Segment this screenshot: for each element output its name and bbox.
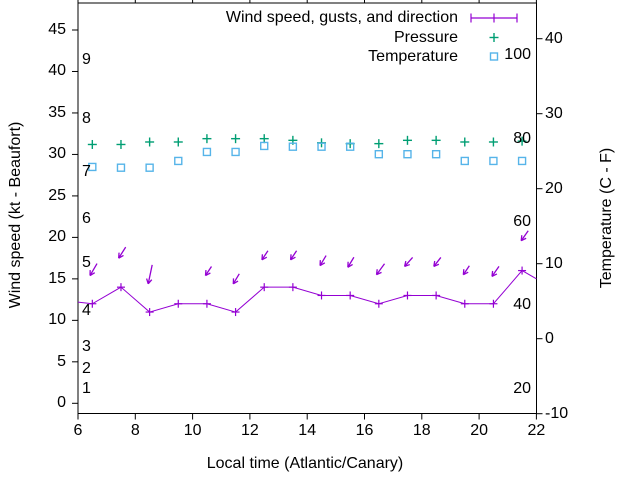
x-tick-label: 10 xyxy=(183,422,202,439)
fahrenheit-scale-label: 100 xyxy=(504,46,531,64)
left-tick-label: 30 xyxy=(48,145,66,163)
fahrenheit-scale-label: 20 xyxy=(513,379,531,397)
x-tick-label: 8 xyxy=(130,422,140,439)
plot-border xyxy=(77,2,537,414)
left-tick-label: 15 xyxy=(48,269,66,287)
left-tick-label: 45 xyxy=(48,20,66,38)
x-tick-label: 14 xyxy=(298,422,317,439)
legend-label-wind: Wind speed, gusts, and direction xyxy=(225,9,458,26)
x-tick-label: 20 xyxy=(470,422,488,439)
left-tick-label: 40 xyxy=(48,62,66,80)
right-tick-label: 40 xyxy=(545,29,563,47)
pressure-series xyxy=(87,134,527,149)
right-tick-label: -10 xyxy=(545,404,569,422)
beaufort-scale-label: 2 xyxy=(82,360,91,378)
left-tick-label: 0 xyxy=(57,394,66,412)
right-axis-title: Temperature (C - F) xyxy=(598,147,615,289)
beaufort-scale-label: 4 xyxy=(82,302,91,320)
beaufort-scale-label: 8 xyxy=(82,109,91,127)
x-tick-label: 6 xyxy=(73,422,83,439)
fahrenheit-scale-label: 60 xyxy=(513,213,531,231)
x-axis-title: Local time (Atlantic/Canary) xyxy=(206,455,404,472)
right-tick-label: 0 xyxy=(545,329,554,347)
legend-label-pressure: Pressure xyxy=(393,28,458,46)
fahrenheit-scale-label: 40 xyxy=(513,296,531,314)
x-tick-label: 22 xyxy=(527,422,546,439)
right-tick-label: 20 xyxy=(545,179,563,197)
wind-direction-arrows xyxy=(89,230,529,285)
fahrenheit-scale-label: 80 xyxy=(513,129,531,147)
left-tick-label: 35 xyxy=(48,103,66,121)
x-tick-label: 12 xyxy=(240,422,259,439)
axis-ticks xyxy=(72,0,543,420)
beaufort-scale-label: 5 xyxy=(82,254,91,272)
beaufort-scale-label: 9 xyxy=(82,50,91,68)
beaufort-scale-label: 1 xyxy=(82,380,91,398)
wind-series xyxy=(77,266,537,317)
beaufort-scale-label: 6 xyxy=(82,210,91,228)
right-tick-label: 10 xyxy=(545,254,563,272)
left-axis-title: Wind speed (kt - Beaufort) xyxy=(7,121,24,309)
beaufort-scale-label: 7 xyxy=(82,162,91,180)
right-tick-label: 30 xyxy=(545,104,563,122)
left-tick-label: 20 xyxy=(48,228,66,246)
x-tick-label: 18 xyxy=(412,422,431,439)
legend-samples xyxy=(470,13,518,61)
legend-label-temperature: Temperature xyxy=(368,47,458,65)
temperature-series xyxy=(88,141,527,172)
x-tick-label: 16 xyxy=(355,422,374,439)
left-tick-label: 5 xyxy=(57,352,66,370)
left-tick-label: 10 xyxy=(48,311,66,329)
left-tick-label: 25 xyxy=(48,186,66,204)
beaufort-scale-label: 3 xyxy=(82,337,91,355)
